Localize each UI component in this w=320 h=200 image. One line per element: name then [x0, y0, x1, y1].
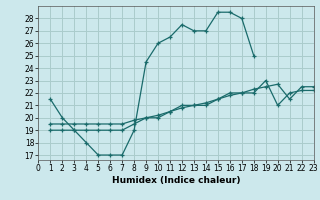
- X-axis label: Humidex (Indice chaleur): Humidex (Indice chaleur): [112, 176, 240, 185]
